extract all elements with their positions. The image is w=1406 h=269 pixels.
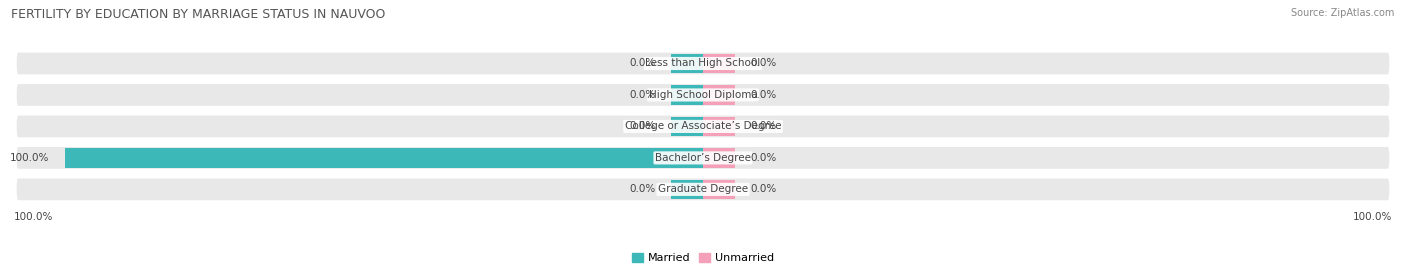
Text: Less than High School: Less than High School: [645, 58, 761, 69]
Bar: [65, 148, 703, 168]
Legend: Married, Unmarried: Married, Unmarried: [627, 249, 779, 268]
Text: 0.0%: 0.0%: [628, 121, 655, 132]
Text: 0.0%: 0.0%: [628, 90, 655, 100]
FancyBboxPatch shape: [15, 146, 1391, 170]
Bar: [671, 180, 703, 199]
Bar: [671, 85, 703, 105]
Text: High School Diploma: High School Diploma: [648, 90, 758, 100]
FancyBboxPatch shape: [15, 83, 1391, 107]
Text: FERTILITY BY EDUCATION BY MARRIAGE STATUS IN NAUVOO: FERTILITY BY EDUCATION BY MARRIAGE STATU…: [11, 8, 385, 21]
Bar: [671, 54, 703, 73]
Text: 100.0%: 100.0%: [1353, 212, 1392, 222]
Bar: [703, 180, 735, 199]
Text: Bachelor’s Degree: Bachelor’s Degree: [655, 153, 751, 163]
FancyBboxPatch shape: [15, 51, 1391, 76]
Text: Graduate Degree: Graduate Degree: [658, 184, 748, 194]
Text: 0.0%: 0.0%: [628, 184, 655, 194]
Text: 100.0%: 100.0%: [10, 153, 49, 163]
Bar: [703, 85, 735, 105]
Bar: [703, 54, 735, 73]
Text: Source: ZipAtlas.com: Source: ZipAtlas.com: [1291, 8, 1395, 18]
Text: 0.0%: 0.0%: [751, 121, 778, 132]
Text: 0.0%: 0.0%: [628, 58, 655, 69]
FancyBboxPatch shape: [15, 177, 1391, 202]
Text: 0.0%: 0.0%: [751, 153, 778, 163]
Text: College or Associate’s Degree: College or Associate’s Degree: [624, 121, 782, 132]
FancyBboxPatch shape: [15, 114, 1391, 139]
Bar: [703, 148, 735, 168]
Text: 0.0%: 0.0%: [751, 90, 778, 100]
Text: 0.0%: 0.0%: [751, 184, 778, 194]
Bar: [671, 117, 703, 136]
Bar: [703, 117, 735, 136]
Text: 0.0%: 0.0%: [751, 58, 778, 69]
Text: 100.0%: 100.0%: [14, 212, 53, 222]
